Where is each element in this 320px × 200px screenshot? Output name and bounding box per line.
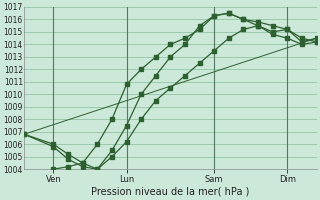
X-axis label: Pression niveau de la mer( hPa ): Pression niveau de la mer( hPa ) <box>91 187 250 197</box>
